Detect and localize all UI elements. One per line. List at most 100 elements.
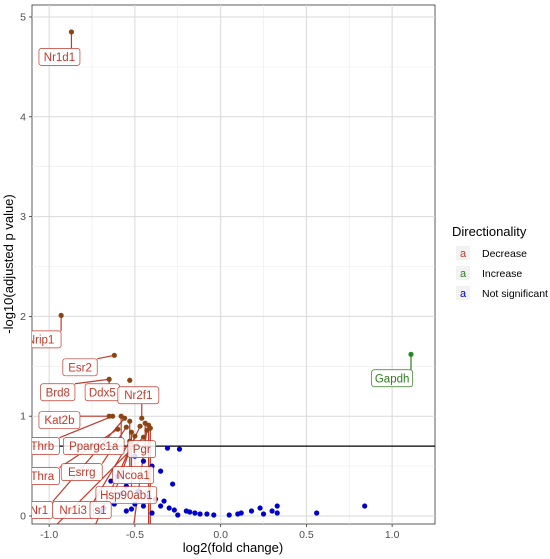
point-decrease (137, 423, 143, 429)
label-connector (52, 417, 126, 502)
gene-label-box (371, 369, 413, 388)
point-decrease (110, 413, 116, 419)
gene-label-ppargc1a: Ppargc1a (62, 437, 125, 455)
gene-label-text: Nr1 (30, 505, 49, 517)
point-decrease (115, 426, 121, 432)
point-not-significant (123, 508, 129, 514)
major-gridlines (32, 5, 435, 524)
x-tick-label: 0.5 (299, 529, 314, 541)
y-tick-label: 5 (20, 11, 26, 23)
gene-label-text: Pgr (133, 444, 151, 456)
point-decrease (122, 415, 128, 421)
gene-label-text: s1 (95, 505, 107, 517)
gene-label-text: Hsp90ab1 (100, 490, 152, 502)
point-not-significant (170, 481, 176, 487)
point-not-significant (274, 503, 280, 509)
legend-entry-decrease: a Decrease (456, 246, 527, 260)
point-not-significant (128, 506, 135, 512)
point-not-significant (175, 512, 181, 518)
gene-label-hsp90ab1: Hsp90ab1 (95, 486, 158, 504)
gene-label-hdac5: Hdac5 (53, 528, 94, 545)
legend-label: Not significant (482, 288, 548, 300)
gene-label-text: Thra (30, 471, 54, 483)
point-not-significant (260, 511, 267, 517)
point-not-significant (226, 512, 232, 518)
y-tick-label: 2 (20, 311, 26, 323)
point-not-significant (161, 498, 167, 504)
y-tick-label: 4 (20, 111, 26, 123)
gene-label-box (127, 440, 157, 458)
point-decrease (127, 377, 133, 383)
gene-label-text: Nrip1 (27, 334, 54, 346)
legend-entry-not-significant: a Not significant (456, 286, 548, 300)
gene-label-text: Nr1d1 (44, 52, 75, 64)
gene-label-box (62, 437, 125, 455)
legend-key-box (456, 266, 470, 280)
gene-label-box (53, 528, 94, 545)
point-decrease (111, 352, 117, 358)
point-not-significant (176, 446, 183, 452)
gene-label-text: Ncoa1 (117, 470, 150, 482)
point-not-significant (274, 510, 280, 516)
gene-label-esr2: Esr2 (62, 358, 98, 377)
x-tick-label: 0.0 (213, 529, 228, 541)
gene-label-nr1: Nr1 (30, 501, 54, 519)
gene-label-text: Nr1i3 (59, 505, 86, 517)
y-tick-label: 3 (20, 211, 26, 223)
point-not-significant (187, 509, 193, 515)
point-decrease (140, 434, 147, 440)
gene-label-box (147, 528, 181, 545)
point-decrease (139, 415, 145, 421)
gene-label-text: Ddx5 (89, 387, 116, 399)
point-decrease (147, 425, 153, 431)
gene-label-text: Nr2f1 (124, 390, 152, 402)
gene-label-nr2f1: Nr2f1 (117, 386, 160, 405)
point-not-significant (257, 505, 263, 511)
gene-label-gapdh: Gapdh (371, 369, 413, 388)
point-not-significant (140, 503, 147, 509)
gene-label-thrb: Thrb (30, 437, 60, 455)
point-not-significant (164, 445, 171, 451)
legend: Directionality a Decrease a Increase a Not si… (452, 224, 548, 300)
gene-labels: Nr1d1 Nrip1 Esr2 Brd8 Ddx5 Nr2f1 Kat2b Thrb Ppar… (27, 48, 413, 545)
x-tick-label: -1.0 (40, 529, 58, 541)
gene-label-box (32, 467, 60, 485)
gene-label-text: Ppargc1a (69, 441, 119, 453)
point-decrease (106, 376, 112, 382)
legend-key-glyph: a (460, 288, 467, 300)
point-not-significant (140, 458, 147, 464)
point-decrease (132, 433, 138, 439)
legend-key-glyph: a (460, 268, 467, 280)
legend-key-box (456, 246, 470, 260)
point-decrease (127, 418, 133, 424)
gene-label-text: Kat2b (44, 415, 74, 427)
gene-label-ddx5: Ddx5 (84, 383, 120, 402)
label-connector (59, 415, 113, 439)
legend-key-box (456, 286, 470, 300)
point-decrease (68, 29, 75, 35)
x-axis-title: log2(fold change) (183, 540, 283, 555)
point-not-significant (108, 478, 114, 484)
x-tick-label: -0.5 (126, 529, 144, 541)
gene-label-nrip1: Nrip1 (27, 330, 62, 349)
gene-label-text: Gapdh (375, 373, 410, 385)
point-not-significant (197, 511, 203, 517)
legend-key-glyph: a (460, 248, 467, 260)
gene-label-box (89, 501, 112, 519)
gene-label-box (32, 330, 62, 349)
point-decrease (58, 312, 64, 319)
label-connector (97, 354, 115, 360)
gene-label-kat2b: Kat2b (38, 411, 81, 430)
y-tick-label: 1 (20, 411, 26, 423)
point-not-significant (166, 505, 172, 511)
legend-label: Increase (482, 268, 522, 280)
gene-label-box (60, 463, 103, 481)
legend-label: Decrease (482, 248, 527, 260)
gene-label-s1: s1 (89, 501, 112, 519)
gene-label-thra: Thra (30, 467, 60, 485)
gene-label-text: Thrb (30, 441, 54, 453)
gene-label-text: Esrrg (68, 467, 95, 479)
legend-entry-increase: a Increase (456, 266, 522, 280)
gene-label-nr1i3: Nr1i3 (52, 501, 95, 519)
x-tick-label: 1.0 (385, 529, 400, 541)
